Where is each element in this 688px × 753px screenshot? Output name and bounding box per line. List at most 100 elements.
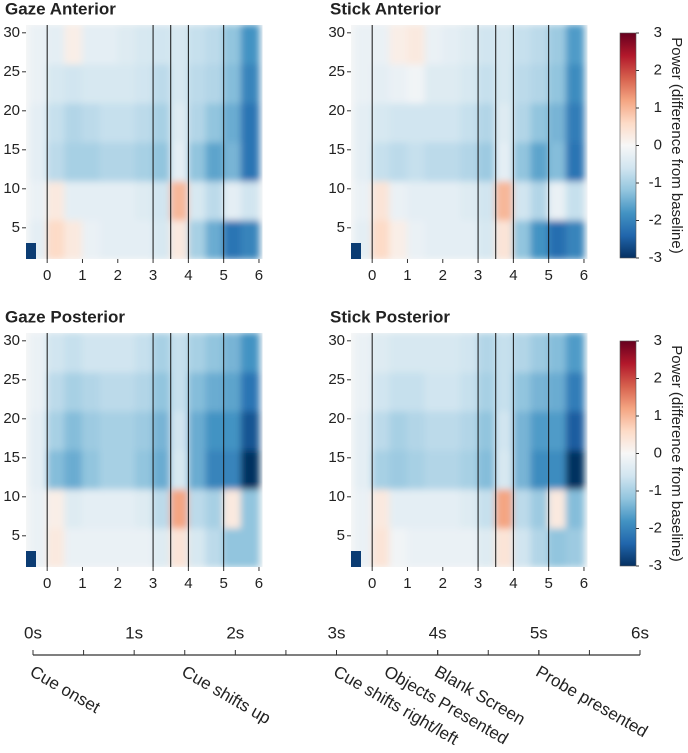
heatmap-cell [495,219,514,259]
colorbar-tick-label: 0 [654,136,662,153]
heatmap-cell [46,180,66,221]
heatmap [351,25,588,259]
heatmap-cell [442,102,461,143]
colorbar-tick-label: -3 [649,249,662,266]
heatmap-cell [389,333,408,373]
heatmap-cell [117,102,136,143]
heatmap-cell [512,488,532,529]
heatmap-cell [442,141,461,182]
colorbar-label: Power (difference from baseline) [668,37,685,254]
heatmap-cell [406,63,426,104]
heatmap-cell [512,371,532,412]
x-tick-label: 1 [78,575,86,592]
heatmap-cell [29,141,48,182]
heatmap-cell [530,527,550,567]
colorbar-tick-label: -3 [649,557,662,574]
heatmap-cell [371,25,391,65]
heatmap [26,333,263,567]
colorbar [619,340,637,567]
heatmap-cell [134,488,154,529]
x-tick-label: 6 [255,267,263,284]
heatmap-cells [354,333,585,567]
heatmap-cell [170,488,189,529]
heatmap-cell [512,141,532,182]
y-tick-label: 15 [328,141,345,158]
heatmap-cell [240,449,260,490]
heatmap-cell [152,180,172,221]
heatmap-cell [442,527,461,567]
heatmap-cell [477,141,497,182]
heatmap-cell [354,141,373,182]
heatmap-cell [99,527,119,567]
event-label: Cue shifts up [179,662,274,728]
y-tick-label: 5 [12,219,20,236]
heatmap-cell [240,527,260,567]
heatmap-cell [371,180,391,221]
panel-title: Gaze Posterior [5,307,125,326]
heatmap-cell [46,219,66,259]
heatmap-cell [99,219,119,259]
heatmap-cell [371,63,391,104]
heatmap-cell [477,449,497,490]
heatmap-cell [46,63,66,104]
heatmap-cell [565,410,585,451]
heatmap-cell [512,102,532,143]
heatmap-cell [389,180,408,221]
heatmap-cell [81,25,101,65]
heatmap-cell [406,371,426,412]
heatmap-cell [64,449,83,490]
heatmap-cell [64,527,83,567]
heatmap-cell [29,102,48,143]
heatmap-cell [152,333,172,373]
heatmap-cell [223,180,242,221]
heatmap-cell [240,488,260,529]
y-tick-label: 25 [3,371,20,388]
heatmap-cell [371,333,391,373]
heatmap-cell [477,488,497,529]
y-tick-label: 30 [3,24,20,41]
heatmap-cell [170,25,189,65]
heatmap-cell [548,410,567,451]
heatmap-cell [240,371,260,412]
heatmap-cell [29,410,48,451]
y-tick-label: 10 [3,488,20,505]
heatmap-cell [512,180,532,221]
y-tick-label: 20 [328,410,345,427]
heatmap-cell [530,449,550,490]
y-tick-label: 25 [3,63,20,80]
heatmap-cell [223,219,242,259]
heatmap-cell [565,180,585,221]
heatmap-cell [477,180,497,221]
heatmap-cell [389,63,408,104]
heatmap-cell [459,141,479,182]
x-tick-label: 3 [149,575,157,592]
heatmap-cell [187,25,207,65]
heatmap-cell [205,333,225,373]
heatmap-cell [64,488,83,529]
heatmap-cell [240,63,260,104]
heatmap-cell [389,219,408,259]
heatmap-cell [495,102,514,143]
heatmap-cell [223,333,242,373]
heatmap-cell [354,333,373,373]
heatmap-cell [205,180,225,221]
x-tick-label: 3 [474,267,482,284]
heatmap-cell [117,449,136,490]
heatmap-cell [371,410,391,451]
colorbar-tick-label: 1 [654,99,662,116]
heatmap-cell [170,410,189,451]
heatmap-cell [29,449,48,490]
heatmap-cell [530,102,550,143]
heatmap-cell [406,180,426,221]
heatmap-cell [223,371,242,412]
timeline-tick-label: 3s [328,623,346,642]
heatmap-cell [548,449,567,490]
heatmap-cell [64,219,83,259]
heatmap-cell [548,527,567,567]
heatmap-cell [81,219,101,259]
x-tick-label: 4 [184,267,192,284]
y-tick-label: 15 [3,449,20,466]
panel-title: Gaze Anterior [5,0,116,18]
heatmap-cell [170,141,189,182]
x-tick-label: 3 [474,575,482,592]
